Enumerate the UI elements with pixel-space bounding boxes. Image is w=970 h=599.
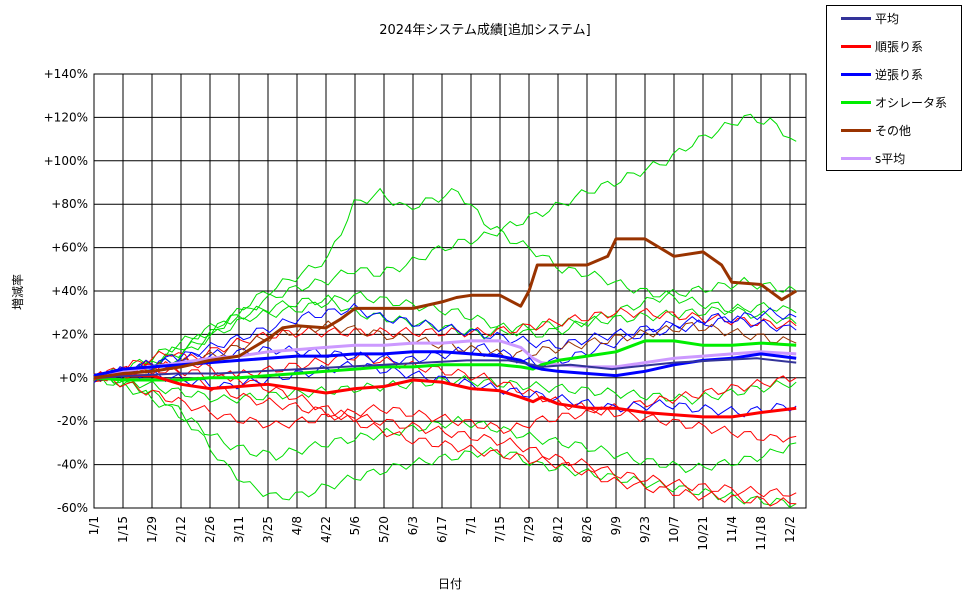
- x-axis-label: 日付: [438, 577, 462, 591]
- y-tick-label: +0%: [59, 371, 88, 385]
- y-tick-label: -60%: [57, 501, 88, 515]
- legend: 平均 順張り系 逆張り系 オシレータ系 その他 s平均: [826, 5, 962, 171]
- y-axis-label: 増減率: [10, 274, 25, 310]
- x-tick-label: 2/12: [174, 516, 188, 543]
- y-tick-label: -40%: [57, 458, 88, 472]
- y-tick-label: +20%: [51, 327, 88, 341]
- legend-item-junbari: 順張り系: [841, 37, 923, 55]
- system-line: [93, 276, 797, 382]
- y-tick-labels: -60% -40% -20% +0% +20% +40% +60% +80% +100% +120…: [44, 67, 88, 515]
- system-line: [93, 374, 797, 405]
- legend-item-oscillator: オシレータ系: [841, 93, 947, 111]
- series-line-1: [93, 374, 797, 419]
- system-line: [93, 294, 797, 382]
- system-line: [93, 374, 797, 509]
- legend-label-heikin: 平均: [875, 11, 900, 26]
- system-line: [93, 307, 797, 380]
- legend-swatch-oscillator: [841, 100, 871, 104]
- x-tick-label: 5/6: [348, 516, 362, 535]
- x-tick-label: 3/25: [261, 516, 275, 543]
- x-tick-label: 12/2: [783, 516, 797, 543]
- x-tick-label: 10/21: [696, 516, 710, 551]
- x-tick-label: 1/29: [145, 516, 159, 543]
- legend-label-sonota: その他: [875, 123, 912, 138]
- x-tick-label: 4/22: [319, 516, 333, 543]
- y-tick-label: -20%: [57, 414, 88, 428]
- series-line-0: [93, 357, 797, 379]
- legend-label-s-heikin: s平均: [875, 151, 906, 166]
- series-line-4: [93, 237, 797, 380]
- legend-label-gyakubari: 逆張り系: [875, 67, 924, 82]
- system-line: [93, 307, 797, 382]
- legend-swatch-gyakubari: [841, 72, 871, 76]
- y-tick-label: +100%: [44, 154, 88, 168]
- system-line: [93, 374, 797, 435]
- x-tick-label: 9/9: [609, 516, 623, 535]
- x-tick-label: 10/7: [667, 516, 681, 543]
- x-tick-label: 7/1: [464, 516, 478, 535]
- legend-swatch-junbari: [841, 44, 871, 48]
- system-line: [93, 302, 797, 382]
- legend-label-oscillator: オシレータ系: [875, 95, 948, 110]
- y-tick-label: +60%: [51, 241, 88, 255]
- y-tick-label: +120%: [44, 110, 88, 124]
- y-tick-label: +140%: [44, 67, 88, 81]
- individual-system-lines: [93, 113, 797, 509]
- legend-swatch-heikin: [841, 16, 871, 20]
- legend-item-s-heikin: s平均: [841, 149, 905, 167]
- x-tick-label: 2/26: [203, 516, 217, 543]
- system-line: [93, 363, 797, 498]
- series-lines: [93, 237, 797, 419]
- system-line: [93, 350, 797, 507]
- x-tick-label: 5/20: [377, 516, 391, 543]
- x-tick-label: 7/29: [522, 516, 536, 543]
- legend-swatch-sonota: [841, 128, 871, 132]
- x-tick-label: 8/12: [551, 516, 565, 543]
- x-tick-labels: 1/1 1/15 1/29 2/12 2/26 3/11 3/25 4/8 4/22 5/6 5/2…: [87, 516, 797, 551]
- x-tick-label: 4/8: [290, 516, 304, 535]
- x-tick-label: 11/4: [725, 516, 739, 543]
- x-tick-label: 6/3: [406, 516, 420, 535]
- series-line-3: [93, 339, 797, 382]
- x-tick-label: 9/23: [638, 516, 652, 543]
- x-tick-label: 6/17: [435, 516, 449, 543]
- grid: [93, 73, 807, 509]
- legend-swatch-s-heikin: [841, 156, 871, 160]
- system-line: [93, 374, 797, 474]
- x-tick-label: 8/26: [580, 516, 594, 543]
- legend-item-heikin: 平均: [841, 9, 899, 27]
- y-tick-label: +40%: [51, 284, 88, 298]
- x-tick-label: 1/15: [116, 516, 130, 543]
- x-tick-label: 7/15: [493, 516, 507, 543]
- y-tick-label: +80%: [51, 197, 88, 211]
- chart-title: 2024年システム成績[追加システム]: [379, 22, 590, 38]
- legend-label-junbari: 順張り系: [875, 39, 924, 54]
- x-tick-label: 11/18: [754, 516, 768, 551]
- series-line-2: [93, 350, 797, 378]
- x-tick-label: 1/1: [87, 516, 101, 535]
- system-line: [93, 187, 797, 382]
- legend-item-sonota: その他: [841, 121, 911, 139]
- x-tick-label: 3/11: [232, 516, 246, 543]
- legend-item-gyakubari: 逆張り系: [841, 65, 923, 83]
